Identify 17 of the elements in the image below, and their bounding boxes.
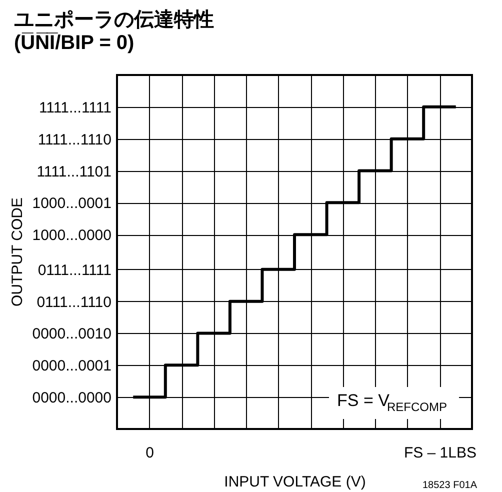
category-label: 1000...0001 (32, 195, 112, 212)
chart-title: ユニポーラの伝達特性 (14, 9, 214, 31)
category-label: 1111...1111 (38, 99, 112, 116)
chart-subtitle: (U̅N̅I̅/BIP = 0) (14, 32, 134, 54)
x-tick-label: FS – 1LBS (404, 444, 476, 462)
x-axis-title: INPUT VOLTAGE (V) (224, 474, 366, 490)
category-label: 0000...0001 (32, 358, 112, 375)
text: OUTPUT CODE (9, 198, 26, 306)
category-label: 0111...1110 (36, 294, 112, 311)
category-label: 1111...1110 (38, 131, 112, 148)
category-label: 1000...0000 (32, 227, 112, 244)
text: 18523 F01A (422, 480, 478, 491)
category-label: 1111...1101 (36, 163, 112, 180)
x-tick-label: 0 (146, 444, 154, 462)
category-label: 0000...0010 (32, 326, 112, 343)
category-label: 0000...0000 (32, 390, 112, 407)
category-label: 0111...1111 (38, 262, 112, 279)
